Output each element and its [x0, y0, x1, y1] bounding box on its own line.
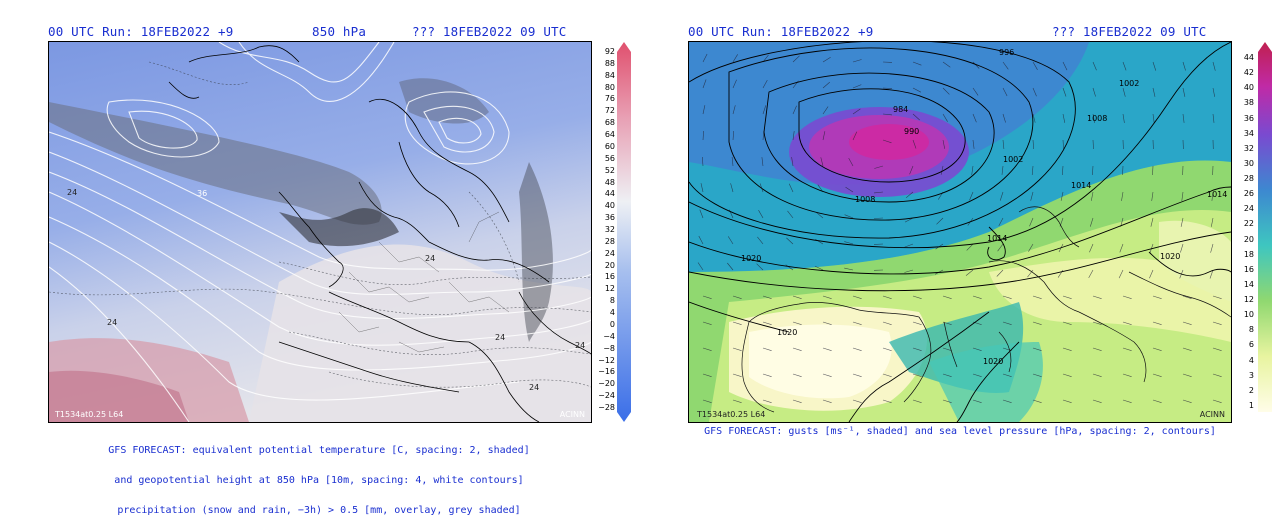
colorbar-tick-label: 40: [591, 202, 615, 210]
contour-label: 24: [529, 383, 539, 392]
colorbar-tick-label: 52: [591, 167, 615, 175]
isobar-label: 984: [893, 105, 908, 114]
contour-label: 24: [107, 318, 117, 327]
colorbar-tick-label: 36: [591, 214, 615, 222]
colorbar-tick-label: 34: [1230, 130, 1254, 138]
colorbar-tick-label: 40: [1230, 84, 1254, 92]
colorbar-tick-label: 12: [591, 285, 615, 293]
colorbar-tick-label: −28: [591, 404, 615, 412]
left-corner-model-label: T1534at0.25 L64: [55, 410, 123, 419]
isobar-label: 1020: [741, 254, 761, 263]
colorbar-tick-label: 24: [1230, 205, 1254, 213]
colorbar-tick-label: 18: [1230, 251, 1254, 259]
gust-map: 996 1002 984 990 1002 1008 1008 1014 101…: [688, 41, 1232, 423]
colorbar-tick-label: −16: [591, 368, 615, 376]
colorbar-tick-label: 72: [591, 107, 615, 115]
colorbar-tick-label: 16: [1230, 266, 1254, 274]
left-caption-line: precipitation (snow and rain, −3h) > 0.5…: [48, 506, 590, 516]
colorbar-tick-label: 16: [591, 273, 615, 281]
colorbar-tick-label: 32: [591, 226, 615, 234]
colorbar-tick-label: 30: [1230, 160, 1254, 168]
right-caption: GFS FORECAST: gusts [ms⁻¹, shaded] and s…: [680, 427, 1240, 437]
isobar-label: 1020: [983, 357, 1003, 366]
colorbar-tick-label: −4: [591, 333, 615, 341]
contour-label: 24: [67, 188, 77, 197]
colorbar-tick-label: 84: [591, 72, 615, 80]
theta-e-map-graphic: 24 36 24 24 24 24 24: [49, 42, 591, 422]
right-valid-label: ??? 18FEB2022 09 UTC: [1052, 24, 1207, 39]
colorbar-tick-label: 64: [591, 131, 615, 139]
left-corner-credit: ACINN: [560, 410, 585, 419]
colorbar-tick-label: 4: [1230, 357, 1254, 365]
isobar-label: 1014: [987, 234, 1007, 243]
colorbar-tick-label: −24: [591, 392, 615, 400]
colorbar-tick-label: 8: [1230, 326, 1254, 334]
colorbar-tick-label: 28: [1230, 175, 1254, 183]
isobar-label: 1014: [1207, 190, 1227, 199]
isobar-label: 990: [904, 127, 919, 136]
colorbar-tick-label: 22: [1230, 220, 1254, 228]
colorbar-tick-label: −12: [591, 357, 615, 365]
colorbar-tick-label: 20: [591, 262, 615, 270]
isobar-label: 1020: [1160, 252, 1180, 261]
left-caption: GFS FORECAST: equivalent potential tempe…: [48, 426, 590, 526]
left-caption-line: GFS FORECAST: equivalent potential tempe…: [48, 446, 590, 456]
contour-label: 24: [425, 254, 435, 263]
colorbar-tick-label: 26: [1230, 190, 1254, 198]
theta-e-colorbar: [617, 42, 631, 422]
contour-label: 36: [197, 189, 207, 198]
theta-e-map: 24 36 24 24 24 24 24 T1534at0.25 L64 ACI…: [48, 41, 592, 423]
colorbar-tick-label: 14: [1230, 281, 1254, 289]
colorbar-tick-label: 38: [1230, 99, 1254, 107]
colorbar-tick-label: 0: [591, 321, 615, 329]
isobar-label: 1014: [1071, 181, 1091, 190]
colorbar-tick-label: 20: [1230, 236, 1254, 244]
colorbar-tick-label: 44: [1230, 54, 1254, 62]
colorbar-tick-label: 6: [1230, 341, 1254, 349]
right-corner-model-label: T1534at0.25 L64: [697, 410, 765, 419]
left-run-label: 00 UTC Run: 18FEB2022 +9: [48, 24, 233, 39]
colorbar-tick-label: 88: [591, 60, 615, 68]
contour-label: 24: [495, 333, 505, 342]
left-valid-label: ??? 18FEB2022 09 UTC: [412, 24, 567, 39]
isobar-label: 1002: [1003, 155, 1023, 164]
isobar-label: 996: [999, 48, 1014, 57]
colorbar-tick-label: 44: [591, 190, 615, 198]
left-level-label: 850 hPa: [312, 24, 366, 39]
isobar-label: 1002: [1119, 79, 1139, 88]
right-run-label: 00 UTC Run: 18FEB2022 +9: [688, 24, 873, 39]
colorbar-tick-label: 60: [591, 143, 615, 151]
colorbar-tick-label: 28: [591, 238, 615, 246]
colorbar-tick-label: 24: [591, 250, 615, 258]
isobar-label: 1020: [777, 328, 797, 337]
colorbar-tick-label: 12: [1230, 296, 1254, 304]
colorbar-tick-label: 1: [1230, 402, 1254, 410]
colorbar-tick-label: 48: [591, 179, 615, 187]
right-corner-credit: ACINN: [1200, 410, 1225, 419]
gust-map-graphic: 996 1002 984 990 1002 1008 1008 1014 101…: [689, 42, 1231, 422]
colorbar-tick-label: 4: [591, 309, 615, 317]
isobar-label: 1008: [855, 195, 875, 204]
colorbar-tick-label: 68: [591, 119, 615, 127]
isobar-label: 1008: [1087, 114, 1107, 123]
left-caption-line: and geopotential height at 850 hPa [10m,…: [48, 476, 590, 486]
gust-colorbar: [1258, 42, 1272, 412]
colorbar-tick-label: 32: [1230, 145, 1254, 153]
colorbar-tick-label: 76: [591, 95, 615, 103]
contour-label: 24: [575, 341, 585, 350]
colorbar-tick-label: 3: [1230, 372, 1254, 380]
colorbar-tick-label: 56: [591, 155, 615, 163]
colorbar-tick-label: 42: [1230, 69, 1254, 77]
colorbar-tick-label: −8: [591, 345, 615, 353]
colorbar-tick-label: 8: [591, 297, 615, 305]
colorbar-tick-label: 80: [591, 84, 615, 92]
colorbar-tick-label: 92: [591, 48, 615, 56]
colorbar-tick-label: 10: [1230, 311, 1254, 319]
colorbar-tick-label: 2: [1230, 387, 1254, 395]
colorbar-tick-label: −20: [591, 380, 615, 388]
colorbar-tick-label: 36: [1230, 115, 1254, 123]
